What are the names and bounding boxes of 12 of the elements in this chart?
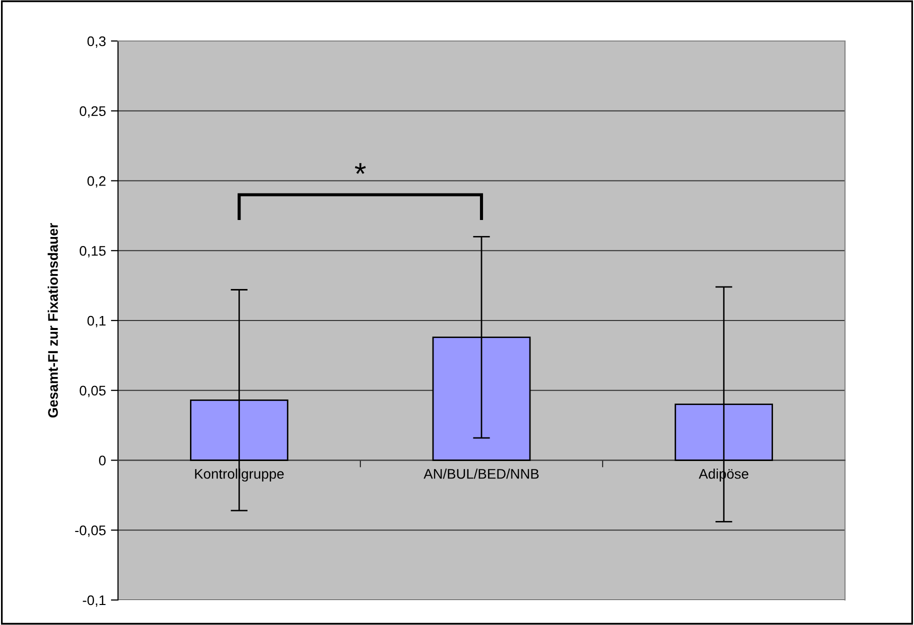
y-tick-label: 0,15 [80,246,106,258]
annotation: * [354,163,366,174]
y-axis-title: Gesamt-FI zur Fixationsdauer [48,223,58,418]
y-tick-label: -0,05 [75,525,106,537]
y-tick-label: 0,2 [87,176,106,188]
y-tick-label: 0,3 [87,36,106,48]
y-tick-label: 0,1 [87,316,106,328]
y-tick-label: 0,05 [80,386,106,398]
y-tick-label: -0,1 [82,595,106,607]
x-tick-label: AN/BUL/BED/NNB [424,468,539,479]
y-tick-label: 0 [99,456,106,466]
y-tick-label: 0,25 [80,106,106,118]
